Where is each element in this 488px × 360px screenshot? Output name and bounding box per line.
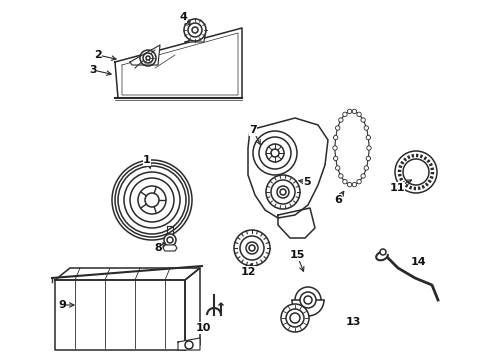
Circle shape (366, 146, 370, 150)
Circle shape (351, 183, 356, 187)
Circle shape (270, 149, 279, 157)
Text: 6: 6 (333, 195, 341, 205)
Circle shape (351, 109, 356, 113)
Circle shape (124, 172, 180, 228)
Circle shape (364, 126, 368, 130)
Circle shape (333, 156, 337, 161)
Circle shape (187, 23, 202, 37)
Circle shape (259, 137, 290, 169)
Text: 12: 12 (240, 267, 255, 277)
Polygon shape (247, 118, 327, 218)
Circle shape (115, 163, 189, 237)
Circle shape (289, 313, 299, 323)
Text: 11: 11 (388, 183, 404, 193)
Polygon shape (163, 245, 177, 251)
Text: 3: 3 (89, 65, 97, 75)
Circle shape (342, 112, 346, 117)
Polygon shape (55, 268, 200, 280)
Polygon shape (184, 35, 204, 42)
Circle shape (142, 53, 153, 63)
Circle shape (332, 146, 337, 150)
Circle shape (245, 242, 258, 254)
Circle shape (112, 160, 192, 240)
Circle shape (130, 178, 174, 222)
Text: 15: 15 (289, 250, 304, 260)
Polygon shape (115, 28, 242, 98)
Text: 4: 4 (179, 12, 186, 22)
Circle shape (366, 156, 370, 161)
Text: 8: 8 (154, 243, 162, 253)
Circle shape (360, 118, 365, 122)
Circle shape (281, 304, 308, 332)
Circle shape (402, 159, 428, 185)
Circle shape (234, 230, 269, 266)
Polygon shape (130, 45, 160, 65)
Circle shape (265, 144, 284, 162)
Circle shape (184, 341, 193, 349)
Circle shape (145, 193, 159, 207)
Circle shape (146, 56, 150, 60)
Circle shape (240, 236, 264, 260)
Circle shape (394, 151, 436, 193)
Circle shape (335, 126, 339, 130)
Polygon shape (278, 208, 314, 238)
Circle shape (356, 179, 361, 184)
Circle shape (280, 189, 285, 195)
Circle shape (138, 186, 165, 214)
Circle shape (304, 296, 311, 304)
Text: 9: 9 (58, 300, 66, 310)
Text: 2: 2 (94, 50, 102, 60)
Text: 10: 10 (195, 323, 210, 333)
Text: 5: 5 (303, 177, 310, 187)
Polygon shape (184, 268, 200, 350)
Circle shape (285, 309, 304, 327)
Circle shape (163, 234, 176, 246)
Circle shape (276, 186, 288, 198)
Circle shape (333, 135, 337, 140)
Circle shape (342, 179, 346, 184)
Circle shape (335, 166, 339, 170)
Circle shape (270, 180, 294, 204)
Circle shape (192, 27, 198, 33)
Circle shape (167, 237, 173, 243)
Circle shape (379, 249, 385, 255)
Circle shape (338, 118, 343, 122)
Circle shape (140, 50, 156, 66)
Text: 1: 1 (143, 155, 151, 165)
Circle shape (338, 174, 343, 178)
Circle shape (252, 131, 296, 175)
Text: 14: 14 (409, 257, 425, 267)
Circle shape (346, 109, 351, 113)
Circle shape (356, 112, 361, 117)
Circle shape (183, 19, 205, 41)
Circle shape (366, 135, 370, 140)
Circle shape (360, 174, 365, 178)
Text: 13: 13 (345, 317, 360, 327)
Polygon shape (178, 338, 200, 350)
Text: 7: 7 (248, 125, 256, 135)
Circle shape (118, 166, 185, 234)
Circle shape (265, 175, 299, 209)
Polygon shape (55, 280, 184, 350)
Circle shape (346, 183, 351, 187)
Circle shape (364, 166, 368, 170)
Circle shape (299, 292, 315, 308)
Circle shape (248, 245, 254, 251)
